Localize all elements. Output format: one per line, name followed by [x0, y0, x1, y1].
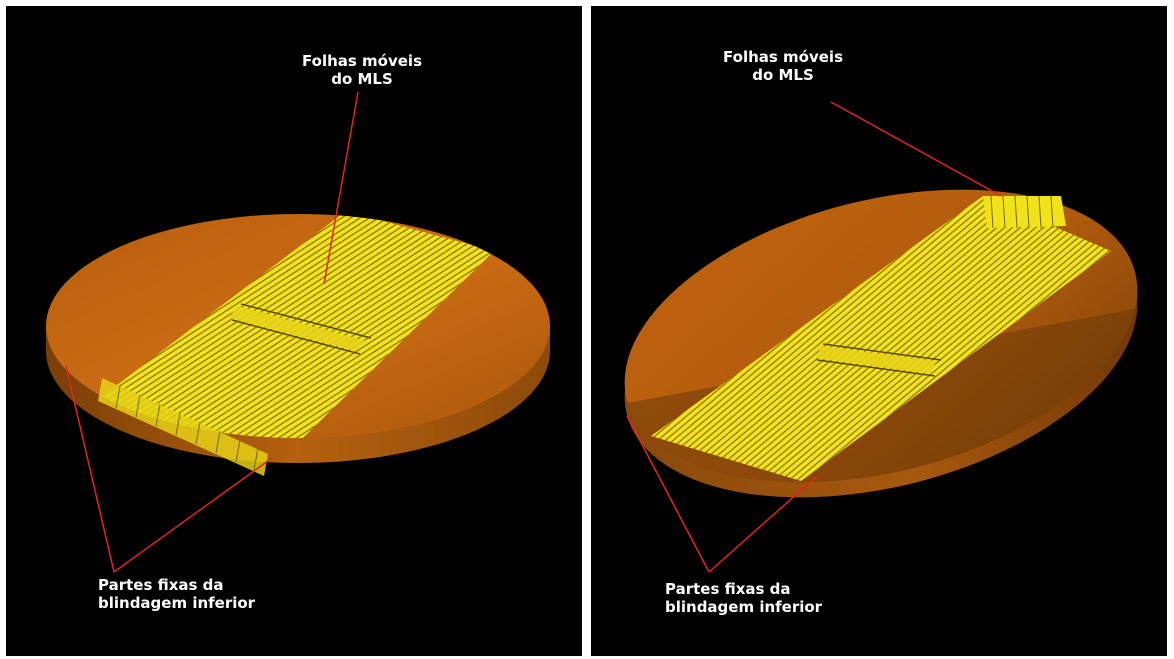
pointer-fixed-left-b	[113, 457, 273, 573]
pointer-fixed-left-a	[65, 365, 115, 573]
label-fixed-parts-left: Partes fixas da blindagem inferior	[98, 576, 256, 612]
pointer-fixed-right-b	[708, 475, 818, 573]
pointer-moving-leaves-right	[830, 101, 1002, 197]
label-fixed-parts-right: Partes fixas da blindagem inferior	[665, 580, 823, 616]
label-moving-leaves-left: Folhas móveis do MLS	[302, 52, 422, 88]
pointer-fixed-right-a	[626, 415, 710, 573]
label-moving-leaves-right: Folhas móveis do MLS	[723, 48, 843, 84]
mls-leaves-band-right	[651, 196, 1111, 481]
panel-right: Folhas móveis do MLS Partes fixas da bli…	[591, 6, 1167, 656]
panel-left: Folhas móveis do MLS Partes fixas da bli…	[6, 6, 582, 656]
mls-leaves-band-left	[96, 214, 494, 438]
mls-disc-render-left	[46, 91, 550, 573]
mls-disc-render-right	[611, 101, 1151, 573]
pointer-moving-leaves-left	[323, 91, 359, 285]
